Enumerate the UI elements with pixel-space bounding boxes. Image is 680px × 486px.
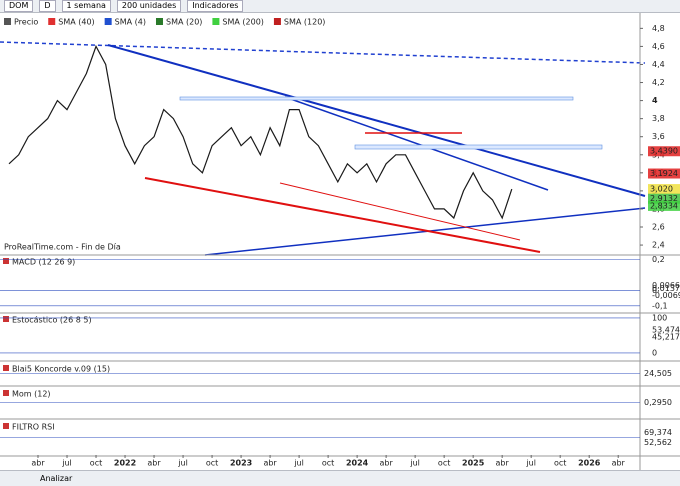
legend-swatch <box>104 18 112 25</box>
panel-title: Blai5 Koncorde v.09 (15) <box>12 365 110 374</box>
legend-label: Precio <box>14 18 38 27</box>
price-label: 3,4390 <box>650 147 678 156</box>
x-tick-label: jul <box>525 459 536 468</box>
legend-label: SMA (200) <box>222 18 264 27</box>
legend-label: SMA (120) <box>284 18 326 27</box>
y-tick-label: 2,4 <box>652 241 665 250</box>
x-tick-label: 2026 <box>578 459 601 468</box>
legend-label: SMA (40) <box>58 18 94 27</box>
y-tick-label: 3,6 <box>652 132 665 141</box>
x-tick-label: oct <box>90 459 102 468</box>
y-tick-label: 4,2 <box>652 78 665 87</box>
panel-title: MACD (12 26 9) <box>12 258 75 267</box>
value-label: 0,0137 <box>652 284 680 293</box>
x-tick-label: jul <box>61 459 72 468</box>
x-tick-label: jul <box>293 459 304 468</box>
y-tick-label: 0,2 <box>652 255 665 264</box>
value-label: -0,0069 <box>652 291 680 300</box>
x-tick-label: abr <box>147 459 161 468</box>
price-label: 3,020 <box>650 185 673 194</box>
units[interactable]: 200 unidades <box>116 0 182 12</box>
y-tick-label: 4,4 <box>652 60 665 69</box>
panel-icon <box>3 316 9 322</box>
chart: 4,84,64,44,243,83,63,43,232,82,62,43,439… <box>0 13 680 470</box>
y-tick-label: -0,1 <box>652 301 668 310</box>
x-tick-label: abr <box>31 459 45 468</box>
indicators[interactable]: Indicadores <box>187 0 244 12</box>
y-tick-label: 0 <box>652 348 657 357</box>
panel-title: FILTRO RSI <box>12 423 55 432</box>
x-tick-label: oct <box>554 459 566 468</box>
value-label: 0,2950 <box>644 398 672 407</box>
legend-swatch <box>273 18 281 25</box>
x-tick-label: oct <box>438 459 450 468</box>
price-label-bg <box>648 146 680 157</box>
x-tick-label: jul <box>409 459 420 468</box>
y-tick-label: 4,6 <box>652 42 665 51</box>
legend-swatch <box>155 18 163 25</box>
x-tick-label: abr <box>263 459 277 468</box>
legend-swatch <box>212 18 220 25</box>
x-tick-label: 2024 <box>346 459 369 468</box>
price-label: 2,8334 <box>650 201 678 210</box>
price-label-bg <box>648 200 680 211</box>
x-tick-label: 2025 <box>462 459 485 468</box>
price-line <box>8 44 513 220</box>
y-tick-label: 0 <box>652 286 657 295</box>
price-label-bg <box>648 184 680 195</box>
price-label-bg <box>648 193 680 204</box>
x-tick-label: jul <box>177 459 188 468</box>
x-tick-label: abr <box>612 459 626 468</box>
y-tick-label: 3,8 <box>652 114 665 123</box>
value-label: 45,217 <box>652 333 680 342</box>
symbol[interactable]: DOM <box>4 0 34 12</box>
price-label-bg <box>648 168 680 179</box>
panel-title: Estocástico (26 8 5) <box>12 316 92 325</box>
price-label: 3,1924 <box>650 169 678 178</box>
value-label: 69,374 <box>644 428 672 437</box>
y-tick-label: 2,6 <box>652 223 665 232</box>
y-tick-label: 100 <box>652 313 667 322</box>
legend-label: SMA (4) <box>115 18 146 27</box>
mode[interactable]: D <box>39 0 56 12</box>
panel-icon <box>3 390 9 396</box>
analyze-button[interactable]: Analizar <box>40 474 73 483</box>
bottom-bar: Analizar <box>0 470 680 486</box>
value-label: 53,474 <box>652 326 680 335</box>
value-label: 24,505 <box>644 369 672 378</box>
panel-icon <box>3 365 9 371</box>
toolbar: DOM D 1 semana 200 unidades Indicadores <box>0 0 680 13</box>
legend-label: SMA (20) <box>166 18 202 27</box>
price-label: 2,9132 <box>650 194 678 203</box>
legend-swatch <box>4 18 11 25</box>
x-tick-label: oct <box>322 459 334 468</box>
x-tick-label: 2022 <box>114 459 136 468</box>
x-tick-label: oct <box>206 459 218 468</box>
watermark: ProRealTime.com - Fin de Día <box>4 243 121 252</box>
legend-swatch <box>48 18 56 25</box>
value-label: 52,562 <box>644 438 672 447</box>
panel-title: Mom (12) <box>12 390 51 399</box>
y-tick-label: 4,8 <box>652 24 665 33</box>
x-tick-label: 2023 <box>230 459 252 468</box>
y-tick-label: 4 <box>652 96 658 105</box>
panel-icon <box>3 423 9 429</box>
panel-icon <box>3 258 9 264</box>
drawings <box>0 41 646 256</box>
period[interactable]: 1 semana <box>61 0 111 12</box>
x-tick-label: abr <box>379 459 393 468</box>
value-label: 0,0066 <box>652 281 680 290</box>
x-tick-label: abr <box>496 459 510 468</box>
